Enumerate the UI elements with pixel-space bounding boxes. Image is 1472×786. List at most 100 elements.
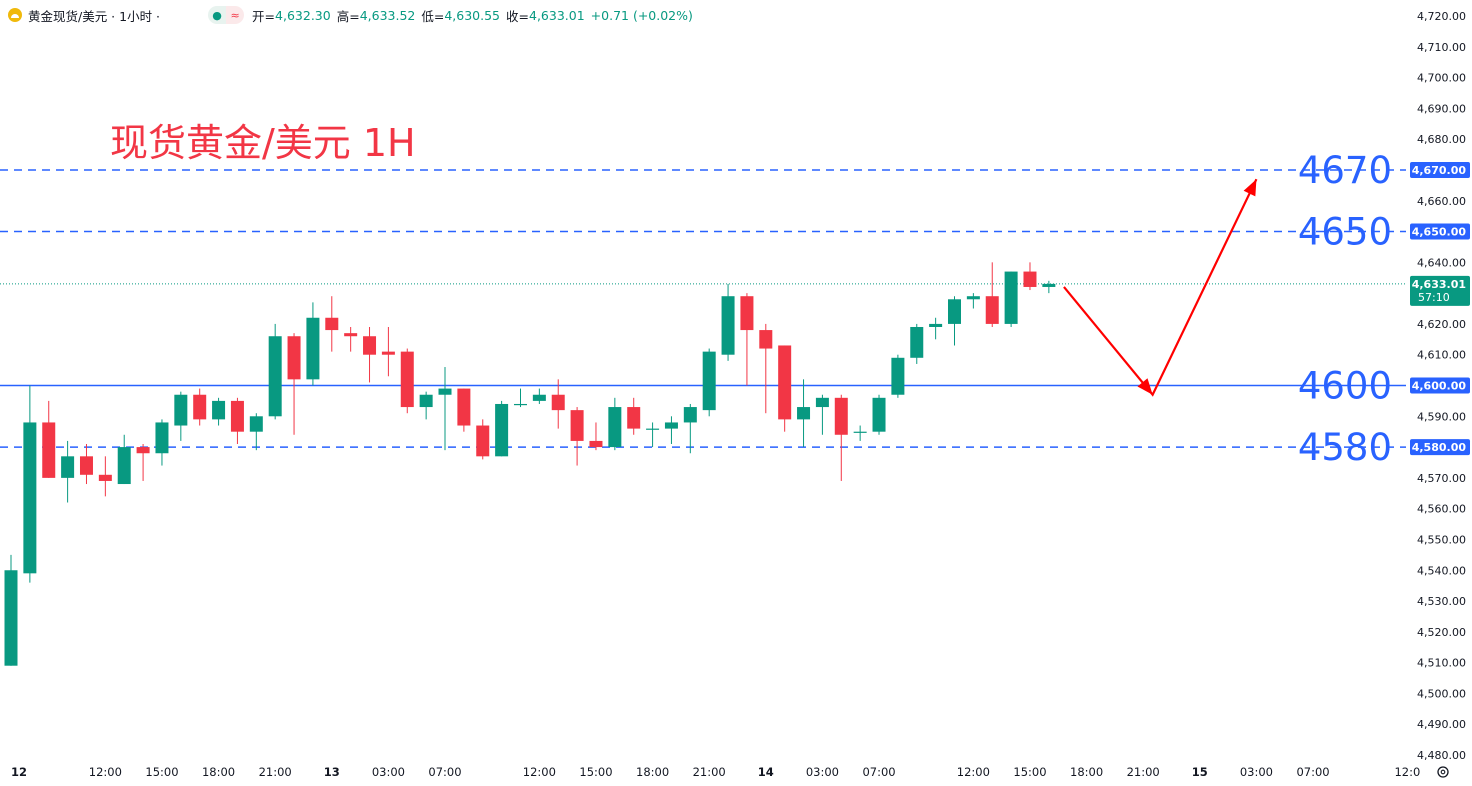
candle[interactable] (589, 422, 603, 451)
candle[interactable] (42, 400, 56, 478)
settings-gear-icon[interactable] (1437, 766, 1449, 778)
candle[interactable] (136, 444, 150, 481)
candle[interactable] (570, 407, 584, 466)
candle-body[interactable] (910, 326, 924, 358)
level-label-4580[interactable]: 4580 (1298, 426, 1392, 469)
candle[interactable] (740, 293, 754, 386)
candle[interactable] (155, 419, 169, 466)
candle[interactable] (664, 416, 678, 445)
candle-body[interactable] (985, 296, 999, 324)
candle-body[interactable] (42, 422, 56, 478)
candle[interactable] (268, 323, 282, 420)
candle-body[interactable] (155, 422, 169, 454)
candle-body[interactable] (193, 394, 207, 420)
candle-body[interactable] (268, 336, 282, 417)
candle-body[interactable] (400, 351, 414, 408)
projection-arrow-path[interactable] (1063, 178, 1258, 397)
candle[interactable] (1042, 280, 1056, 294)
candle[interactable] (98, 456, 112, 497)
candle[interactable] (646, 422, 660, 448)
level-label-4600[interactable]: 4600 (1298, 365, 1392, 408)
candle-body[interactable] (212, 400, 226, 420)
candle-body[interactable] (627, 407, 641, 429)
candle[interactable] (891, 354, 905, 398)
candle[interactable] (174, 391, 188, 441)
candle[interactable] (948, 296, 961, 346)
candle-body[interactable] (853, 431, 867, 433)
candle-body[interactable] (1023, 271, 1037, 287)
candle-body[interactable] (891, 357, 905, 395)
candle-body[interactable] (438, 388, 452, 395)
candle[interactable] (363, 326, 377, 383)
candle-body[interactable] (1004, 271, 1018, 324)
dot-status-icon[interactable]: ● (208, 6, 227, 24)
candle[interactable] (325, 296, 339, 352)
candle[interactable] (400, 348, 414, 414)
candle[interactable] (702, 348, 716, 417)
level-label-4650[interactable]: 4650 (1298, 211, 1392, 254)
candle[interactable] (1004, 271, 1018, 327)
candle[interactable] (721, 283, 735, 361)
candle-body[interactable] (646, 428, 660, 430)
candle-body[interactable] (4, 570, 18, 666)
candle-body[interactable] (98, 474, 112, 481)
candle[interactable] (778, 345, 792, 432)
candle[interactable] (476, 419, 490, 460)
candle[interactable] (23, 385, 37, 583)
candle[interactable] (759, 323, 773, 414)
candle-body[interactable] (325, 317, 339, 331)
candle-body[interactable] (174, 394, 188, 426)
candle-body[interactable] (966, 296, 980, 300)
candle-body[interactable] (570, 410, 584, 441)
candle-body[interactable] (834, 397, 848, 435)
candle-body[interactable] (872, 397, 886, 432)
candle-body[interactable] (532, 394, 546, 401)
annotation-title[interactable]: 现货黄金/美元 1H (110, 121, 416, 165)
candle[interactable] (212, 397, 226, 426)
candle[interactable] (532, 388, 546, 404)
candle[interactable] (287, 333, 301, 435)
candle-body[interactable] (287, 336, 301, 380)
candle-body[interactable] (363, 336, 377, 355)
candle[interactable] (513, 388, 527, 408)
candles-layer[interactable] (4, 262, 1056, 666)
candle[interactable] (834, 394, 848, 481)
candle[interactable] (4, 554, 18, 666)
candle-body[interactable] (495, 403, 509, 457)
candle-body[interactable] (759, 330, 773, 349)
candle-body[interactable] (381, 351, 395, 355)
symbol-title[interactable]: 黄金现货/美元 · 1小时 · (28, 8, 161, 24)
candle[interactable] (495, 400, 509, 457)
candle[interactable] (910, 323, 924, 364)
candle[interactable] (117, 434, 131, 485)
candle-body[interactable] (23, 422, 37, 574)
candle[interactable] (608, 397, 622, 451)
level-label-4670[interactable]: 4670 (1298, 149, 1392, 192)
candle-body[interactable] (815, 397, 829, 408)
candle-body[interactable] (513, 403, 527, 406)
candle-body[interactable] (702, 351, 716, 411)
candle-body[interactable] (419, 394, 433, 408)
candle-body[interactable] (476, 425, 490, 457)
candle-body[interactable] (929, 323, 943, 327)
candle-body[interactable] (721, 296, 735, 355)
candle[interactable] (344, 326, 358, 352)
candle-body[interactable] (1042, 283, 1056, 287)
candle[interactable] (683, 403, 697, 454)
candle[interactable] (985, 262, 999, 327)
candle[interactable] (438, 367, 452, 451)
projection-arrow-layer[interactable] (1063, 178, 1258, 397)
candle-body[interactable] (778, 345, 792, 420)
candle[interactable] (1023, 262, 1037, 291)
candle[interactable] (249, 413, 263, 451)
candle[interactable] (872, 394, 886, 435)
candle-body[interactable] (249, 416, 263, 432)
candle[interactable] (79, 444, 93, 485)
projection-arrowhead-down[interactable] (1137, 378, 1153, 395)
candle-body[interactable] (740, 296, 754, 331)
candle-body[interactable] (608, 407, 622, 448)
candle-body[interactable] (306, 317, 320, 380)
candle[interactable] (551, 379, 565, 429)
candle[interactable] (627, 397, 641, 435)
